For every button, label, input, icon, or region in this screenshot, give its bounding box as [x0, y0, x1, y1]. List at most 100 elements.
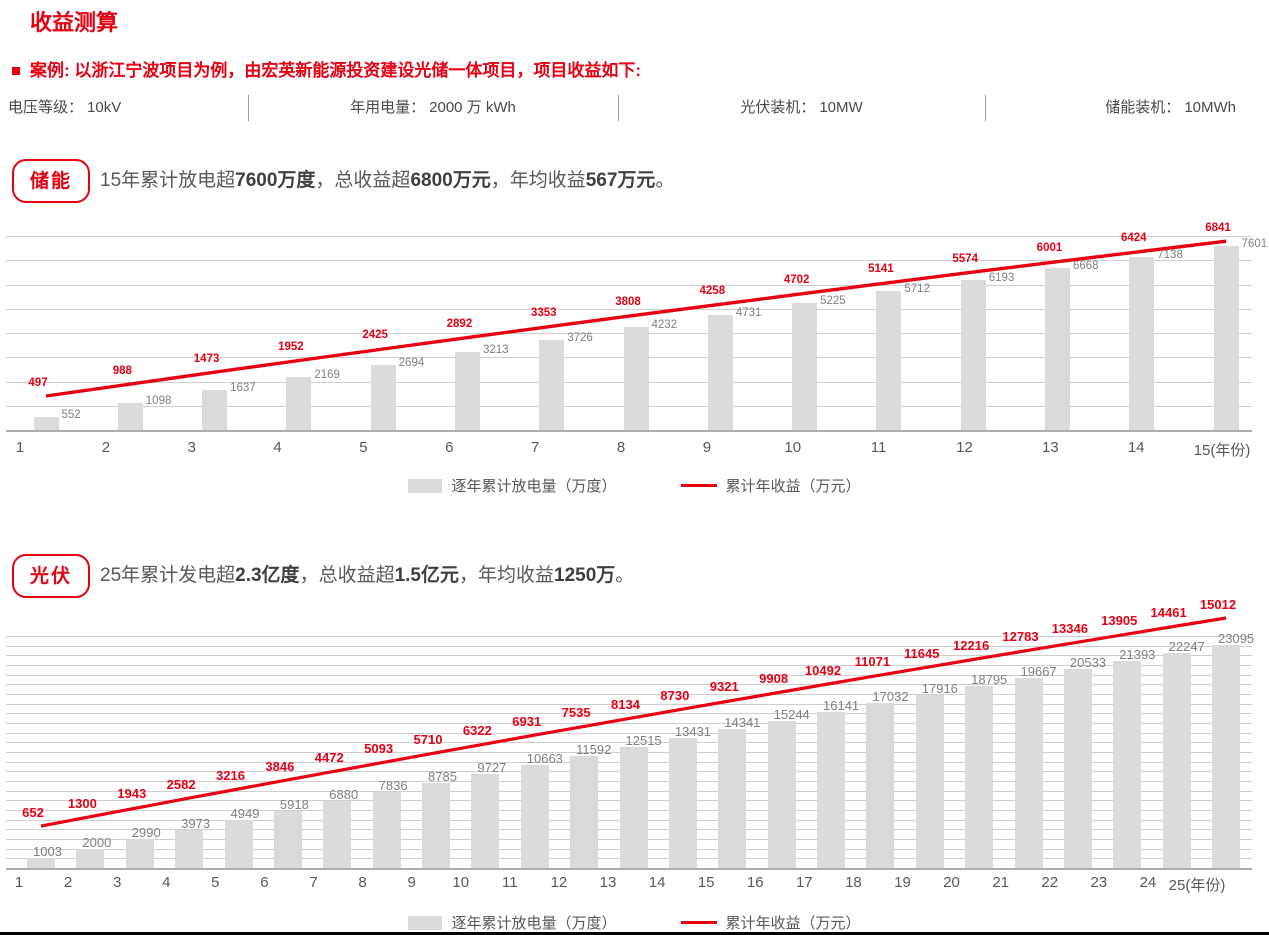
summary-number: 7600万度: [235, 170, 316, 191]
bar-value-label: 2990: [131, 825, 161, 841]
bar: [1162, 652, 1191, 868]
legend-item-bars: 逐年累计放电量（万度）: [408, 475, 617, 496]
summary-number: 1250万: [554, 565, 616, 586]
bar-value-label: 6668: [1072, 260, 1099, 273]
summary-text: ，总收益超: [299, 565, 395, 586]
line-value-label: 3216: [216, 767, 245, 783]
line-value-label: 2582: [166, 777, 196, 793]
x-axis-label: 23: [1090, 874, 1108, 891]
x-axis-label: 8: [616, 439, 626, 456]
bar-value-label: 1003: [33, 844, 62, 860]
param-label: 储能装机：: [1105, 99, 1181, 116]
gridline: [6, 260, 1252, 262]
bar: [707, 315, 733, 430]
x-axis-label: 14: [648, 874, 666, 891]
bar: [27, 858, 55, 868]
bar-value-label: 2000: [82, 834, 112, 850]
bar: [323, 801, 352, 868]
bottom-edge-bar: [0, 932, 1269, 935]
bar-value-label: 10663: [526, 750, 563, 766]
bar: [960, 279, 986, 430]
param-annual-consumption: 年用电量： 2000 万 kWh: [248, 93, 618, 123]
line-value-label: 15012: [1199, 597, 1237, 613]
chart-storage: 552 1098 1637 2169 2694 3213 3726 4232 4731 5225 5…: [0, 213, 1269, 465]
bar: [454, 352, 480, 430]
summary-text: ，年均收益: [490, 170, 586, 191]
summary-text: 。: [615, 565, 635, 586]
param-storage-capacity: 储能装机： 10MWh: [985, 93, 1269, 123]
gridline: [6, 284, 1252, 286]
gridline: [6, 236, 1252, 237]
bar-value-label: 6880: [329, 787, 359, 803]
line-value-label: 2892: [446, 318, 473, 331]
legend-bar-swatch: [408, 478, 443, 493]
bar: [202, 390, 228, 430]
trend-line: [45, 239, 1227, 398]
gridline: [6, 645, 1252, 647]
x-axis-label: 19: [894, 874, 911, 891]
bar-value-label: 1098: [145, 395, 172, 408]
bar-value-label: 4949: [230, 806, 260, 822]
bar: [471, 773, 500, 868]
gridline: [6, 693, 1252, 695]
line-value-label: 6322: [462, 722, 492, 738]
bar: [866, 703, 895, 868]
bar-value-label: 5712: [904, 283, 930, 296]
legend-item-line: 累计年收益（万元）: [680, 475, 861, 496]
x-axis-label: 9: [702, 439, 712, 456]
x-axis-label: 3: [187, 439, 196, 456]
bar: [372, 792, 401, 868]
bar-value-label: 7138: [1157, 248, 1183, 261]
line-value-label: 1943: [117, 786, 147, 802]
bar-value-label: 17916: [921, 680, 958, 696]
bar-value-label: 2694: [398, 356, 425, 369]
bar-value-label: 23095: [1218, 630, 1255, 646]
gridline: [6, 664, 1252, 666]
gridline: [6, 713, 1252, 715]
bar-value-label: 20533: [1069, 655, 1107, 671]
param-value: 10MWh: [1184, 99, 1236, 116]
bar-value-label: 21393: [1119, 647, 1156, 663]
bar: [273, 810, 302, 868]
x-axis-label: 7: [309, 874, 318, 891]
bar-value-label: 15244: [773, 706, 810, 722]
bar: [175, 829, 204, 868]
bar: [876, 291, 902, 430]
bar: [33, 416, 59, 430]
bar-value-label: 8785: [428, 769, 457, 785]
x-axis-label: 15(年份): [1193, 442, 1251, 459]
bar-value-label: 7836: [378, 778, 408, 794]
x-axis-label: 21: [992, 874, 1009, 891]
line-value-label: 8134: [611, 696, 640, 712]
x-axis-label: 2: [63, 874, 73, 891]
x-axis-label: 1: [14, 874, 24, 891]
summary-number: 2.3亿度: [235, 565, 300, 586]
gridline: [6, 732, 1252, 734]
x-axis-label: 6: [445, 439, 454, 456]
bar: [1213, 245, 1239, 430]
line-value-label: 652: [22, 805, 44, 821]
gridline: [6, 674, 1252, 676]
bar-value-label: 9727: [477, 759, 507, 775]
case-text: 案例: 以浙江宁波项目为例，由宏英新能源投资建设光储一体项目，项目收益如下:: [30, 61, 642, 80]
page-title: 收益测算: [30, 10, 119, 35]
line-value-label: 3808: [615, 295, 641, 308]
summary-storage: 15年累计放电超7600万度，总收益超6800万元，年均收益567万元。: [100, 168, 674, 194]
bar-value-label: 4232: [651, 319, 678, 332]
divider: [985, 95, 986, 121]
summary-pv: 25年累计发电超2.3亿度，总收益超1.5亿元，年均收益1250万。: [100, 563, 634, 589]
line-value-label: 9908: [759, 670, 789, 686]
param-value: 10MW: [819, 99, 863, 116]
x-axis-label: 17: [795, 874, 813, 891]
line-value-label: 13346: [1051, 621, 1088, 637]
summary-text: 15年累计放电超: [100, 170, 236, 191]
line-value-label: 11071: [854, 654, 891, 670]
line-value-label: 5093: [364, 740, 394, 756]
summary-text: ，年均收益: [459, 565, 555, 586]
legend-pv: 逐年累计放电量（万度） 累计年收益（万元）: [0, 912, 1269, 933]
line-value-label: 497: [28, 376, 48, 389]
x-axis-label: 3: [112, 874, 122, 891]
x-axis-label: 5: [211, 874, 220, 891]
summary-text: 25年累计发电超: [100, 565, 236, 586]
